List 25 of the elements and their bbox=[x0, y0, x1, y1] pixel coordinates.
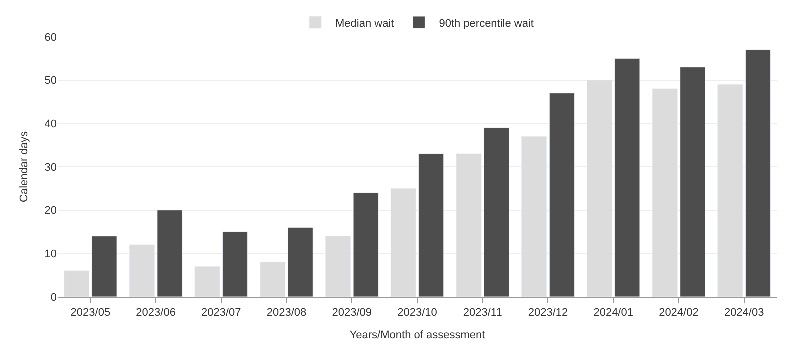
x-tick-label: 2023/08 bbox=[266, 307, 307, 320]
x-tick-label: 2023/07 bbox=[202, 307, 242, 320]
legend-label: Median wait bbox=[336, 18, 394, 30]
y-tick-label: 40 bbox=[44, 118, 57, 131]
bar bbox=[260, 262, 286, 297]
x-tick-label: 2024/01 bbox=[594, 307, 634, 320]
x-axis-title: Years/Month of assessment bbox=[350, 329, 486, 342]
x-tick-label: 2024/03 bbox=[724, 307, 764, 320]
bar bbox=[194, 266, 220, 297]
x-tick-label: 2023/09 bbox=[332, 307, 372, 320]
y-tick-label: 50 bbox=[44, 75, 57, 88]
x-tick-label: 2023/12 bbox=[528, 307, 568, 320]
legend-label: 90th percentile wait bbox=[439, 18, 534, 30]
x-tick-label: 2023/10 bbox=[398, 307, 438, 320]
bar bbox=[64, 270, 90, 297]
y-tick-label: 60 bbox=[44, 32, 57, 44]
y-tick-label: 0 bbox=[50, 292, 57, 304]
x-tick-label: 2024/02 bbox=[659, 307, 699, 320]
y-tick-label: 10 bbox=[44, 248, 57, 261]
x-tick-label: 2023/06 bbox=[136, 307, 176, 320]
x-tick-label: 2023/05 bbox=[70, 307, 111, 320]
x-tick-label: 2023/11 bbox=[463, 307, 502, 320]
y-tick-label: 30 bbox=[44, 162, 57, 174]
y-axis-title: Calendar days bbox=[18, 131, 30, 202]
y-tick-label: 20 bbox=[44, 205, 57, 218]
